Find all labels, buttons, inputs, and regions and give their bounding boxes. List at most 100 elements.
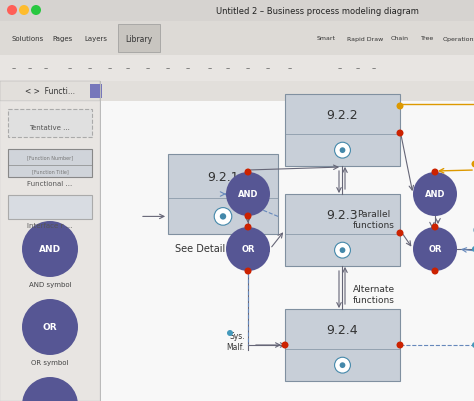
Circle shape (431, 224, 438, 231)
Text: Rapid Draw: Rapid Draw (347, 36, 383, 41)
Circle shape (339, 363, 346, 368)
Circle shape (472, 342, 474, 348)
Text: AND symbol: AND symbol (29, 281, 71, 287)
Circle shape (22, 377, 78, 401)
Text: See Detail Diagram: See Detail Diagram (175, 243, 271, 253)
Bar (0, 22, 474, 56)
Circle shape (226, 227, 270, 271)
Circle shape (19, 6, 29, 16)
Text: –: – (108, 64, 112, 73)
Text: –: – (44, 64, 48, 73)
Bar (0, 0, 474, 22)
Circle shape (396, 103, 403, 110)
Text: [Function Title]: [Function Title] (32, 169, 68, 174)
Text: 9.2.1: 9.2.1 (207, 170, 239, 183)
Bar (8, 150, 92, 178)
Circle shape (413, 227, 457, 271)
Bar (0, 56, 474, 82)
Text: OR symbol: OR symbol (31, 359, 69, 365)
Bar (285, 95, 400, 166)
Text: Operations: Operations (443, 36, 474, 41)
Text: Functional ...: Functional ... (27, 180, 73, 186)
Circle shape (245, 268, 252, 275)
Circle shape (335, 357, 350, 373)
Text: 9.2.3: 9.2.3 (327, 208, 358, 221)
Bar (100, 82, 101, 401)
Circle shape (214, 208, 232, 226)
Text: Layers: Layers (84, 36, 108, 42)
Circle shape (472, 246, 474, 252)
Bar (285, 194, 400, 266)
Bar (168, 155, 278, 235)
Text: –: – (226, 64, 230, 73)
Text: Solutions: Solutions (12, 36, 44, 42)
Circle shape (431, 268, 438, 275)
Text: –: – (12, 64, 16, 73)
Text: –: – (356, 64, 360, 73)
Circle shape (245, 169, 252, 176)
Circle shape (335, 243, 350, 258)
Circle shape (335, 143, 350, 159)
Text: AND: AND (39, 245, 61, 254)
Text: –: – (338, 64, 342, 73)
Text: OR: OR (428, 245, 442, 254)
Text: –: – (266, 64, 270, 73)
Circle shape (472, 161, 474, 168)
Text: [Function Number]: [Function Number] (27, 155, 73, 160)
Text: –: – (146, 64, 150, 73)
Circle shape (226, 172, 270, 217)
Circle shape (7, 6, 17, 16)
Text: –: – (166, 64, 170, 73)
Circle shape (339, 248, 346, 253)
Text: –: – (28, 64, 32, 73)
Circle shape (339, 148, 346, 154)
Text: < >  Functi...: < > Functi... (25, 87, 75, 96)
Text: Smart: Smart (317, 36, 336, 41)
Circle shape (396, 342, 403, 348)
Circle shape (220, 214, 226, 220)
Text: Tree: Tree (421, 36, 435, 41)
Text: Sys.
Malf.: Sys. Malf. (227, 332, 245, 351)
Text: –: – (186, 64, 190, 73)
Text: AND: AND (238, 190, 258, 199)
Circle shape (431, 169, 438, 176)
Text: 9.2.2: 9.2.2 (327, 108, 358, 122)
Text: Untitled 2 – Business process modeling diagram: Untitled 2 – Business process modeling d… (216, 6, 419, 16)
Text: Interface r ...: Interface r ... (27, 223, 73, 229)
Text: Pages: Pages (53, 36, 73, 42)
Circle shape (282, 342, 289, 348)
Text: Tentative ...: Tentative ... (29, 125, 71, 131)
Circle shape (22, 221, 78, 277)
Text: –: – (246, 64, 250, 73)
Text: –: – (208, 64, 212, 73)
Text: Chain: Chain (391, 36, 409, 41)
Text: Library: Library (126, 34, 153, 43)
Circle shape (396, 130, 403, 137)
Circle shape (31, 6, 41, 16)
Text: Alternate
functions: Alternate functions (353, 285, 395, 304)
Circle shape (245, 224, 252, 231)
Circle shape (396, 230, 403, 237)
Text: –: – (288, 64, 292, 73)
Circle shape (245, 213, 252, 220)
Bar (101, 102, 474, 401)
Text: –: – (68, 64, 72, 73)
Bar (90, 85, 102, 99)
Text: Parallel
functions: Parallel functions (353, 210, 395, 229)
Bar (0, 82, 474, 102)
Bar (0, 82, 100, 102)
Circle shape (22, 299, 78, 355)
Bar (8, 110, 92, 138)
Circle shape (227, 330, 233, 336)
Text: –: – (88, 64, 92, 73)
Bar (8, 196, 92, 219)
Circle shape (413, 172, 457, 217)
Bar (0, 102, 100, 401)
Text: OR: OR (241, 245, 255, 254)
Bar (285, 309, 400, 381)
Text: –: – (372, 64, 376, 73)
Text: 9.2.4: 9.2.4 (327, 323, 358, 336)
Bar (118, 25, 160, 53)
Text: –: – (126, 64, 130, 73)
Text: OR: OR (43, 323, 57, 332)
